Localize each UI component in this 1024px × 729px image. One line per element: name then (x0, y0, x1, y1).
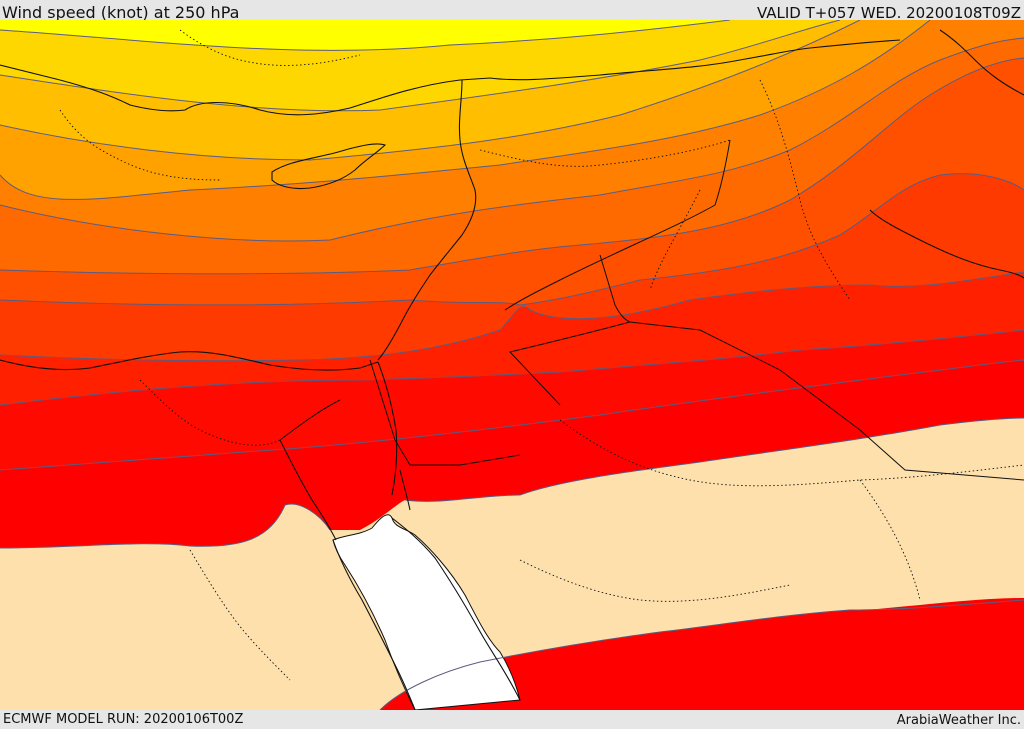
credit-label: ArabiaWeather Inc. (896, 713, 1021, 728)
band-southern-jet (380, 598, 1024, 710)
band-calm (0, 418, 1024, 710)
coastlines (0, 29, 1024, 710)
red-sea (332, 514, 521, 710)
wind-speed-map (0, 20, 1024, 710)
model-run-label: ECMWF MODEL RUN: 20200106T00Z (3, 712, 244, 727)
map-title: Wind speed (knot) at 250 hPa (2, 3, 240, 22)
boundary-lines (279, 139, 1024, 481)
valid-time: VALID T+057 WED. 20200108T09Z (756, 4, 1021, 22)
